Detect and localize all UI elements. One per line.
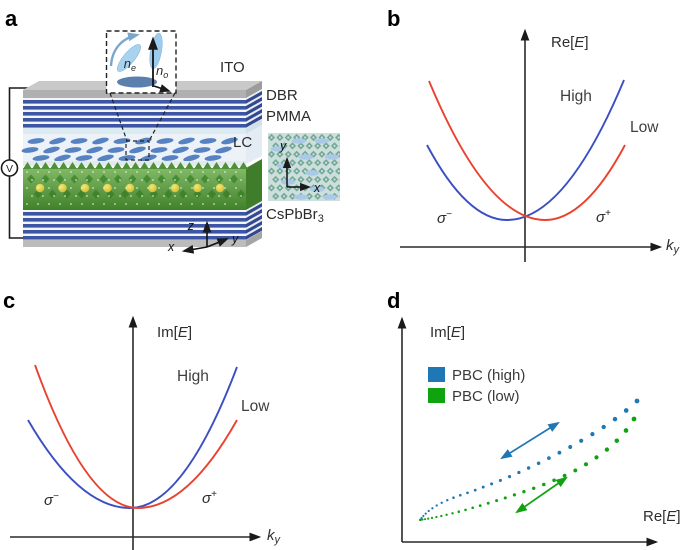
pbc-high-direction-arrow	[500, 421, 560, 460]
lc-label: LC	[233, 134, 252, 151]
low-branch-curve	[428, 80, 626, 221]
perovskite-layer	[23, 159, 262, 210]
rotation-arrow-icon	[109, 32, 140, 67]
lc-molecule-tilted	[116, 44, 142, 72]
pbc-low-direction-arrow	[515, 476, 568, 514]
x-axis-label: Re[E]	[643, 508, 681, 525]
sigma-plus-label: σ+	[596, 208, 611, 226]
y-axis-label: Im[E]	[430, 324, 465, 341]
y-axis-label: Im[E]	[157, 324, 192, 341]
no-label: no	[156, 63, 168, 80]
panel-b-re-dispersion: Re[E] ky High Low σ− σ+ b	[387, 6, 681, 262]
ne-label: ne	[124, 56, 136, 73]
pbc-low-dots	[418, 416, 637, 522]
lc-molecule-flat	[117, 76, 157, 88]
pmma-bottom-sheet	[23, 161, 246, 166]
legend-swatch-pbc-low	[428, 388, 445, 403]
pmma-layer	[23, 119, 262, 134]
legend-label-pbc-high: PBC (high)	[452, 367, 525, 384]
panel-b-letter: b	[387, 6, 400, 31]
legend: PBC (high) PBC (low)	[428, 367, 525, 405]
voltage-source-symbol: V	[6, 163, 13, 175]
substrate-base	[23, 231, 262, 247]
perovskite-label: CsPbBr3	[266, 206, 324, 225]
lc-layer	[21, 125, 262, 164]
sigma-minus-label: σ−	[44, 491, 59, 509]
ito-label: ITO	[220, 59, 245, 76]
legend-swatch-pbc-high	[428, 367, 445, 382]
y-axis-label: Re[E]	[551, 34, 589, 51]
panel-a-device-schematic: V	[0, 6, 340, 254]
low-curve-label: Low	[241, 398, 270, 415]
dbr-top-mirror	[23, 89, 262, 128]
pbc-high-dots	[418, 398, 640, 522]
lattice-axis-x-label: x	[313, 181, 321, 195]
lc-molecule-inset: ne no	[105, 30, 177, 161]
panel-d-letter: d	[387, 288, 400, 313]
lattice-axis-y-label: y	[279, 139, 287, 153]
voltage-source-icon	[0, 159, 19, 177]
low-curve-label: Low	[630, 119, 659, 136]
pmma-label: PMMA	[266, 108, 311, 125]
x-axis-label: ky	[666, 237, 681, 256]
panel-d-complex-energy-loop: Im[E] Re[E] PBC (high) PBC (low) d	[387, 288, 681, 547]
high-curve-label: High	[177, 368, 209, 385]
stack-axes	[181, 220, 230, 254]
high-curve-label: High	[560, 88, 592, 105]
lc-molecules	[21, 137, 238, 162]
high-branch-curve	[426, 79, 625, 221]
sigma-plus-label: σ+	[202, 489, 217, 507]
lattice-top-view-inset: y x	[268, 133, 340, 201]
panel-c-letter: c	[3, 288, 15, 313]
stack-axis-z-label: z	[187, 219, 195, 233]
perovskite-crystals	[23, 162, 248, 205]
sigma-minus-label: σ−	[437, 209, 452, 227]
stack-axis-y-label: y	[231, 232, 239, 246]
dbr-label: DBR	[266, 87, 298, 104]
x-axis-label: ky	[267, 527, 282, 546]
lattice-pattern	[268, 133, 340, 200]
legend-label-pbc-low: PBC (low)	[452, 388, 520, 405]
lattice-axes	[282, 156, 312, 192]
panel-c-im-dispersion: Im[E] ky High Low σ− σ+ c	[3, 288, 282, 550]
low-branch-curve	[34, 364, 238, 509]
no-axis-arrow	[153, 84, 171, 93]
stack-axis-x-label: x	[167, 240, 175, 254]
panel-a-letter: a	[5, 6, 18, 31]
